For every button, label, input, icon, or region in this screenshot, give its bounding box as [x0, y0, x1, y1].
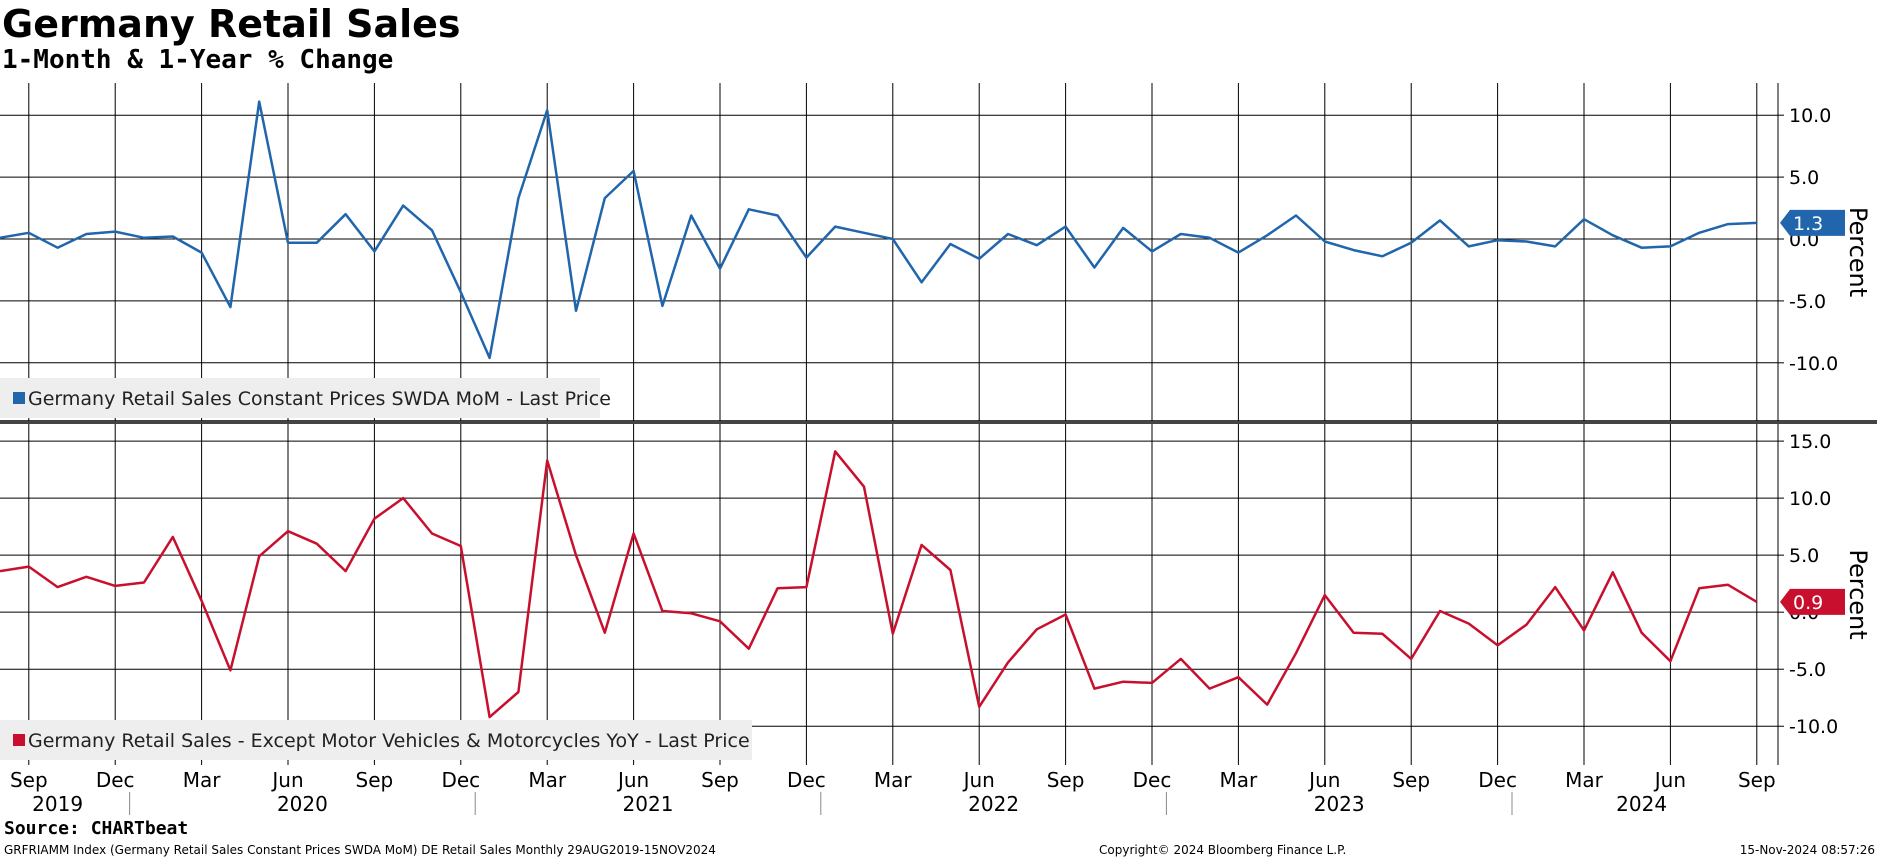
y-tick-label: -5.0	[1789, 291, 1826, 313]
x-tick-label-month: Sep	[701, 768, 739, 792]
x-tick-label-month: Mar	[1220, 768, 1259, 792]
x-tick-label-month: Sep	[1738, 768, 1776, 792]
legend-box	[0, 378, 600, 418]
last-value-tag	[1780, 209, 1845, 236]
legend-box	[0, 720, 752, 760]
x-tick-label-month: Jun	[1307, 768, 1340, 792]
chart-title: Germany Retail Sales	[2, 2, 461, 46]
x-tick-label-month: Jun	[962, 768, 995, 792]
x-tick-label-year: 2022	[968, 792, 1019, 816]
last-value-label: 0.9	[1793, 592, 1823, 614]
x-tick-label-month: Sep	[10, 768, 48, 792]
y-tick-label: -10.0	[1789, 353, 1838, 375]
x-tick-label-month: Dec	[441, 768, 480, 792]
x-tick-label-year: 2021	[623, 792, 674, 816]
last-value-tag	[1780, 588, 1845, 615]
y-tick-label: 10.0	[1789, 105, 1831, 127]
y-tick-label: 5.0	[1789, 545, 1819, 567]
x-tick-label-month: Jun	[270, 768, 303, 792]
panel-2: 15.010.05.00.0-5.0-10.0Percent0.9Germany…	[0, 424, 1872, 765]
x-tick-label-year: 2024	[1616, 792, 1667, 816]
x-tick-label-year: 2020	[277, 792, 328, 816]
x-tick-label-month: Jun	[1653, 768, 1686, 792]
last-value-label: 1.3	[1793, 213, 1823, 235]
panel-divider	[0, 420, 1877, 424]
y-axis-title: Percent	[1844, 207, 1872, 297]
x-tick-label-month: Mar	[528, 768, 567, 792]
x-tick-label-month: Dec	[1133, 768, 1172, 792]
x-tick-label-month: Mar	[874, 768, 913, 792]
x-tick-label-month: Dec	[1478, 768, 1517, 792]
x-tick-label-month: Dec	[787, 768, 826, 792]
x-tick-label-year: 2023	[1314, 792, 1365, 816]
x-tick-label-month: Mar	[183, 768, 222, 792]
y-tick-label: 15.0	[1789, 431, 1831, 453]
x-tick-label-month: Mar	[1565, 768, 1604, 792]
legend-swatch	[13, 734, 25, 746]
footer-index-info: GRFRIAMM Index (Germany Retail Sales Con…	[4, 843, 716, 857]
x-tick-label-month: Sep	[1392, 768, 1430, 792]
legend-swatch	[13, 392, 25, 404]
series-line	[0, 100, 1757, 360]
source-note: Source: CHARTbeat	[4, 818, 189, 839]
y-axis-title: Percent	[1844, 549, 1872, 639]
x-tick-label-year: 2019	[32, 792, 83, 816]
chart-subtitle: 1-Month & 1-Year % Change	[2, 45, 394, 75]
x-tick-label-month: Sep	[1047, 768, 1085, 792]
y-tick-label: -10.0	[1789, 716, 1838, 738]
footer-timestamp: 15-Nov-2024 08:57:26	[1739, 843, 1875, 857]
legend-label: Germany Retail Sales - Except Motor Vehi…	[28, 730, 750, 752]
legend-label: Germany Retail Sales Constant Prices SWD…	[28, 388, 611, 410]
y-tick-label: 10.0	[1789, 488, 1831, 510]
footer-copyright: Copyright© 2024 Bloomberg Finance L.P.	[1099, 843, 1347, 857]
y-tick-label: 5.0	[1789, 167, 1819, 189]
y-tick-label: -5.0	[1789, 659, 1826, 681]
x-tick-label-month: Sep	[356, 768, 394, 792]
series-line	[0, 450, 1758, 719]
x-tick-label-month: Dec	[96, 768, 135, 792]
x-tick-label-month: Jun	[616, 768, 649, 792]
